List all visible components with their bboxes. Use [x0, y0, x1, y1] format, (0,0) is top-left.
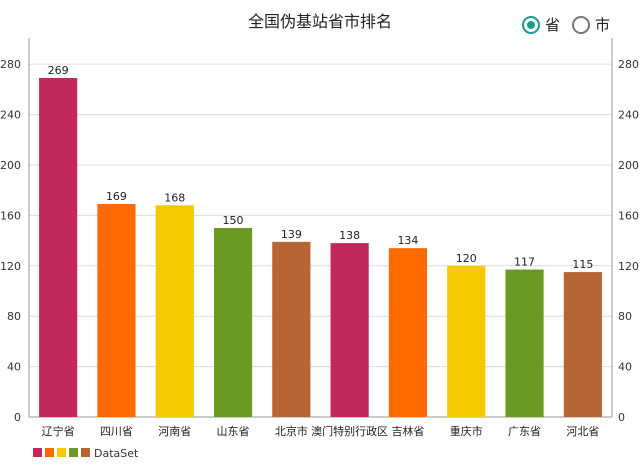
bar-value-label: 169	[106, 190, 127, 203]
y-tick-label-left: 200	[0, 159, 21, 172]
x-tick-label: 河北省	[566, 425, 599, 438]
legend-swatch	[81, 448, 90, 457]
y-tick-label-left: 160	[0, 209, 21, 222]
radio-city-indicator[interactable]	[571, 15, 590, 34]
y-tick-label-right: 200	[618, 159, 639, 172]
y-tick-label-right: 40	[618, 361, 632, 374]
x-tick-label: 山东省	[217, 425, 250, 438]
bar	[272, 241, 311, 417]
radio-city-label: 市	[594, 16, 610, 34]
bar	[97, 204, 136, 417]
y-tick-label-left: 120	[0, 260, 21, 273]
y-tick-label-left: 0	[14, 411, 21, 424]
bar	[563, 272, 602, 417]
bar-value-label: 134	[397, 234, 418, 247]
x-tick-label: 四川省	[100, 425, 133, 438]
bar	[447, 265, 486, 417]
x-tick-label: 澳门特别行政区	[311, 424, 388, 438]
y-tick-label-left: 40	[7, 361, 21, 374]
bar-value-label: 168	[164, 191, 185, 204]
radio-province-indicator[interactable]	[521, 15, 540, 34]
bar	[39, 78, 78, 417]
legend-label: DataSet	[94, 447, 139, 460]
bar	[213, 227, 253, 417]
bar-value-label: 120	[456, 252, 477, 265]
x-tick-label: 河南省	[158, 425, 191, 438]
y-tick-label-right: 120	[618, 260, 639, 273]
legend-swatch	[69, 448, 78, 457]
bar-value-label: 139	[281, 228, 302, 241]
bar-value-label: 138	[339, 229, 360, 242]
y-tick-label-right: 280	[618, 58, 639, 71]
y-tick-label-right: 160	[618, 209, 639, 222]
y-tick-label-left: 280	[0, 58, 21, 71]
y-tick-label-right: 80	[618, 310, 632, 323]
bar	[330, 243, 369, 417]
x-tick-label: 北京市	[275, 424, 308, 438]
bar	[155, 205, 194, 417]
bar-value-label: 269	[48, 64, 69, 77]
bar	[505, 269, 544, 417]
radio-city[interactable]: 市	[571, 14, 610, 35]
legend-swatch	[33, 448, 42, 457]
y-tick-label-left: 80	[7, 310, 21, 323]
chart-title: 全国伪基站省市排名	[247, 12, 392, 31]
bar-value-label: 117	[514, 256, 535, 269]
x-tick-label: 广东省	[508, 425, 541, 438]
radio-province[interactable]: 省	[521, 14, 560, 35]
legend-swatch	[45, 448, 54, 457]
bar-value-label: 115	[572, 258, 593, 271]
x-tick-label: 重庆市	[450, 424, 483, 438]
y-tick-label-left: 240	[0, 109, 21, 122]
x-tick-label: 吉林省	[391, 424, 424, 438]
region-toggle: 省 市	[521, 14, 610, 35]
bar-value-label: 150	[223, 214, 244, 227]
bar	[388, 248, 428, 417]
legend-swatch	[57, 448, 66, 457]
y-tick-label-right: 0	[618, 411, 625, 424]
y-tick-label-right: 240	[618, 109, 639, 122]
radio-province-label: 省	[544, 16, 560, 34]
x-tick-label: 辽宁省	[42, 424, 75, 438]
